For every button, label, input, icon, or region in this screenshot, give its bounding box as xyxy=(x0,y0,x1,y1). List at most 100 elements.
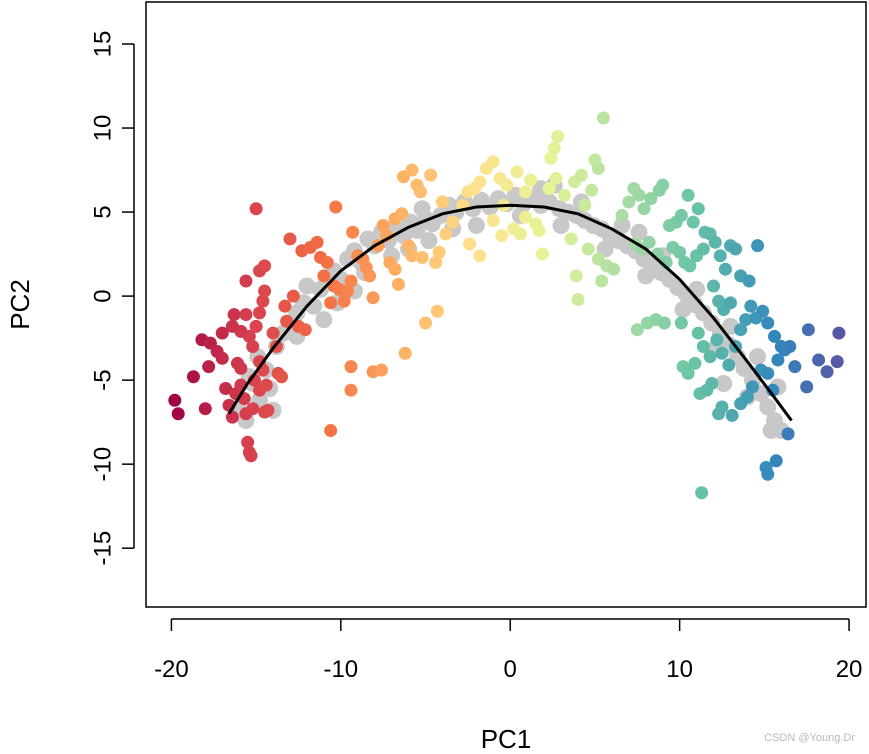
data-point xyxy=(532,224,546,238)
data-point xyxy=(740,390,754,404)
data-point xyxy=(275,370,289,384)
data-point xyxy=(571,292,585,306)
y-tick-label: 5 xyxy=(89,205,116,218)
data-point xyxy=(249,202,263,216)
data-point xyxy=(596,111,610,125)
background-point xyxy=(315,311,333,329)
x-tick-label: -20 xyxy=(154,656,189,683)
data-point xyxy=(696,242,710,256)
data-point xyxy=(756,304,770,318)
data-point xyxy=(337,294,351,308)
background-point xyxy=(637,267,655,285)
data-point xyxy=(388,262,402,276)
data-point xyxy=(569,269,583,283)
data-point xyxy=(398,346,412,360)
data-point xyxy=(391,277,405,291)
data-point xyxy=(225,319,239,333)
data-point xyxy=(246,402,260,416)
data-point xyxy=(686,215,700,229)
y-tick-label: -15 xyxy=(89,531,116,566)
background-point xyxy=(715,374,733,392)
y-axis: -15 -10 -5 0 5 10 15 xyxy=(89,31,135,566)
data-point xyxy=(681,188,695,202)
data-point xyxy=(286,289,300,303)
data-point xyxy=(673,245,687,259)
data-point xyxy=(744,299,758,313)
data-point xyxy=(463,237,477,251)
x-tick-label: -10 xyxy=(323,656,358,683)
data-point xyxy=(524,173,538,187)
data-point xyxy=(346,225,360,239)
data-point xyxy=(518,185,532,199)
data-point xyxy=(585,183,599,197)
data-point xyxy=(551,129,565,143)
data-point xyxy=(298,323,312,337)
data-point xyxy=(518,210,532,224)
data-point xyxy=(708,235,722,249)
data-point xyxy=(630,323,644,337)
data-point xyxy=(574,168,588,182)
y-tick-label: 0 xyxy=(89,289,116,302)
data-point xyxy=(535,247,549,261)
data-point xyxy=(344,383,358,397)
background-point xyxy=(413,200,431,218)
data-point xyxy=(691,326,705,340)
data-point xyxy=(683,259,697,273)
data-point xyxy=(239,274,253,288)
y-tick-label: 10 xyxy=(89,115,116,142)
data-point xyxy=(644,192,658,206)
data-point xyxy=(256,294,270,308)
data-point xyxy=(656,178,670,192)
data-point xyxy=(344,360,358,374)
data-point xyxy=(239,308,253,322)
data-point xyxy=(801,323,815,337)
data-point xyxy=(781,427,795,441)
data-point xyxy=(324,296,338,310)
data-point xyxy=(500,178,514,192)
data-point xyxy=(688,356,702,370)
data-point xyxy=(171,407,185,421)
data-point xyxy=(544,151,558,165)
data-point xyxy=(710,333,724,347)
data-point xyxy=(751,239,765,253)
data-point xyxy=(632,188,646,202)
data-point xyxy=(674,208,688,222)
data-point xyxy=(761,467,775,481)
data-point xyxy=(695,486,709,500)
data-point xyxy=(510,165,524,179)
data-point xyxy=(419,316,433,330)
principal-curve xyxy=(227,203,793,422)
data-point xyxy=(745,380,759,394)
x-axis-title: PC1 xyxy=(481,724,532,754)
data-point xyxy=(581,242,595,256)
y-tick-label: 15 xyxy=(89,31,116,58)
data-point xyxy=(366,291,380,305)
data-point xyxy=(374,363,388,377)
data-point xyxy=(202,360,216,374)
data-point xyxy=(405,163,419,177)
data-point xyxy=(674,316,688,330)
colored-points-layer xyxy=(168,111,846,500)
plot-frame xyxy=(145,1,867,608)
data-point xyxy=(317,269,331,283)
data-point xyxy=(657,316,671,330)
data-point xyxy=(578,198,592,212)
data-point xyxy=(588,153,602,167)
data-point xyxy=(723,296,737,310)
data-point xyxy=(742,274,756,288)
data-point xyxy=(283,232,297,246)
data-point xyxy=(324,424,338,438)
data-point xyxy=(259,378,273,392)
data-point xyxy=(761,316,775,330)
data-point xyxy=(344,274,358,288)
background-point xyxy=(630,223,648,241)
data-point xyxy=(258,284,272,298)
data-point xyxy=(830,355,844,369)
y-tick-label: -5 xyxy=(89,369,116,390)
data-point xyxy=(215,326,229,340)
data-point xyxy=(415,250,429,264)
data-point xyxy=(215,351,229,365)
data-point xyxy=(253,306,267,320)
data-point xyxy=(703,350,717,364)
x-axis: -20 -10 0 10 20 xyxy=(154,618,862,683)
